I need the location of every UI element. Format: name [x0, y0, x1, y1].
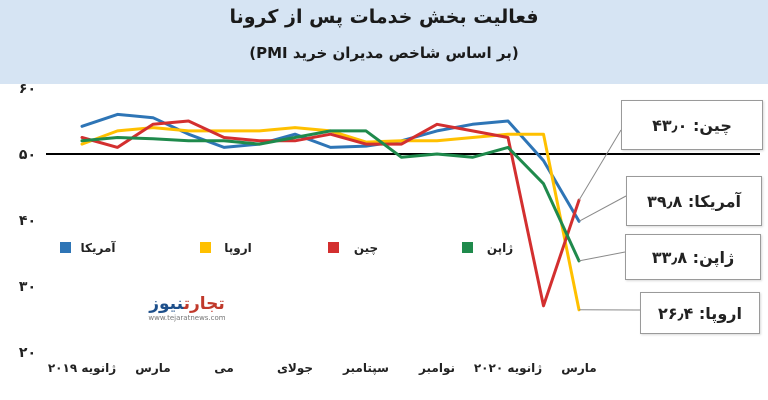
callout-europe: اروپا: ۲۶٫۴ [640, 292, 760, 334]
legend-label-america: آمریکا [81, 240, 117, 255]
callout-america: آمریکا: ۳۹٫۸ [626, 176, 762, 226]
x-tick-label: ژانویه ۲۰۲۰ [474, 361, 542, 376]
series-line-china [80, 119, 581, 308]
legend-label-japan: ژاپن [487, 241, 513, 255]
callout-china: چین: ۴۳٫۰ [621, 100, 763, 150]
x-tick-label: ژانویه ۲۰۱۹ [48, 361, 116, 376]
y-tick-label: ۳۰ [19, 279, 36, 295]
y-tick-label: ۴۰ [19, 213, 36, 229]
x-tick-label: می [214, 361, 234, 375]
x-tick-label: مارس [561, 361, 596, 375]
chart-title: فعالیت بخش خدمات پس از کرونا [229, 6, 539, 28]
leader-line-china [578, 129, 622, 201]
callout-japan: ژاپن: ۳۳٫۸ [625, 234, 761, 280]
legend-swatch-china [328, 242, 339, 253]
legend-swatch-japan [462, 242, 473, 253]
chart-subtitle: (بر اساس شاخص مدیران خرید PMI) [249, 44, 519, 62]
x-tick-label: سپتامبر [342, 361, 389, 375]
y-tick-label: ۲۰ [19, 345, 36, 361]
x-tick-label: جولای [277, 361, 313, 376]
publisher-logo: تجارتنیوز www.tejaratnews.com [134, 294, 240, 330]
x-tick-label: مارس [135, 361, 170, 375]
leader-line-america [578, 195, 627, 222]
legend-label-europe: اروپا [224, 241, 252, 256]
logo-word1: تجارت [183, 294, 225, 314]
chart-header [0, 0, 768, 84]
series-line-japan [80, 129, 581, 263]
legend-swatch-america [60, 242, 71, 253]
legend-label-china: چین [354, 241, 378, 255]
y-tick-label: ۵۰ [19, 147, 36, 163]
logo-url: www.tejaratnews.com [148, 314, 226, 322]
x-tick-label: نوامبر [418, 361, 455, 376]
leader-line-japan [578, 251, 626, 262]
y-tick-label: ۶۰ [19, 81, 36, 97]
legend-swatch-europe [200, 242, 211, 253]
logo-word2: نیوز [149, 294, 184, 314]
